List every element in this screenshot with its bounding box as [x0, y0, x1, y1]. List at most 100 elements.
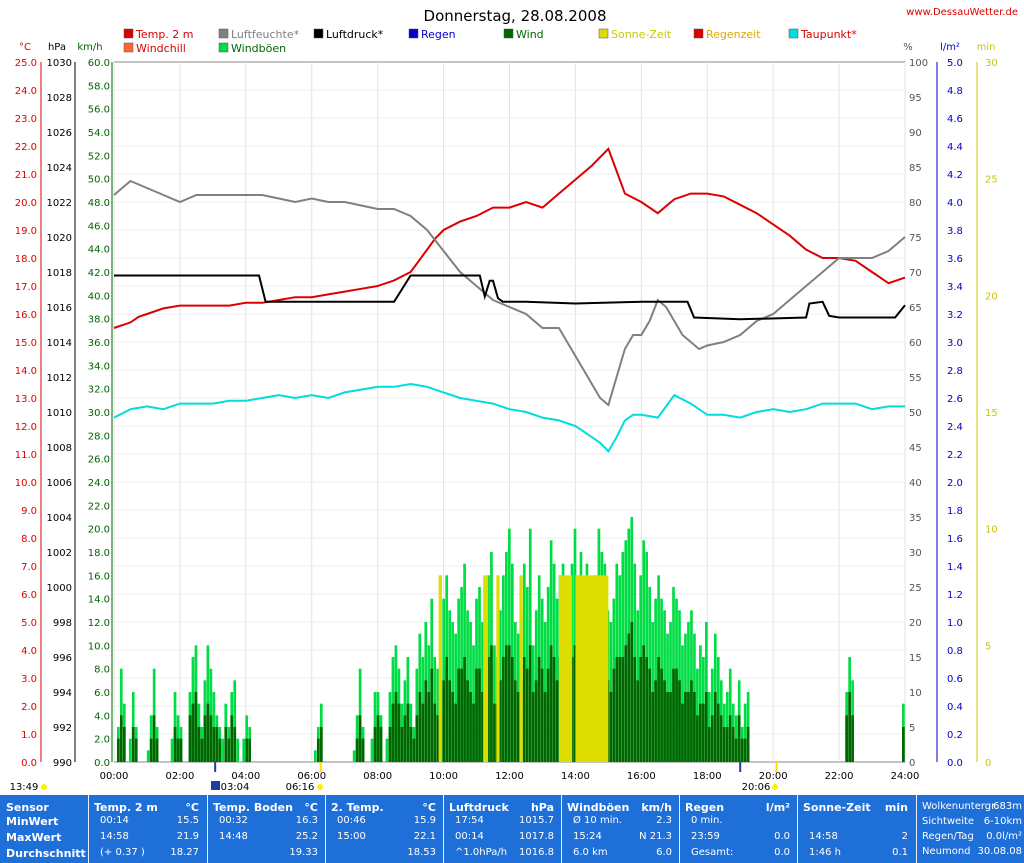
bar-wind [215, 727, 219, 762]
stats-cell-value: 18.53 [407, 847, 436, 858]
bar-wind [684, 692, 687, 762]
axis-tick-label: 1006 [47, 478, 72, 489]
pressure-line [114, 274, 906, 321]
axis-tick-label: 90 [909, 128, 922, 139]
bar-wind [230, 715, 234, 762]
bar-wind [648, 668, 651, 762]
site-link[interactable]: www.DessauWetter.de [906, 7, 1018, 18]
bar-wind [716, 703, 720, 762]
time-mark-label: 20:06 [742, 782, 771, 793]
axis-unit-label: km/h [77, 42, 102, 53]
axis-tick-label: 70 [909, 268, 922, 279]
axis-tick-label: 1028 [47, 93, 72, 104]
bar-wind [499, 680, 502, 762]
bar-wind [672, 668, 675, 762]
stats-cell-value: 15.5 [176, 815, 199, 826]
bar-wind [149, 738, 153, 762]
stats-cell-value: 25.2 [295, 831, 318, 842]
bar-wind [693, 692, 696, 762]
axis-tick-label: 46.0 [88, 221, 110, 232]
axis-unit-label: hPa [48, 42, 66, 53]
bar-wind [728, 715, 732, 762]
x-tick-label: 00:00 [100, 771, 129, 782]
stats-cell-time: 00:14 [100, 815, 129, 826]
stats-column: Windböen km/h Ø 10 min. 2.3 15:24 N 21.3 6.0 k… [561, 795, 680, 863]
axis-tick-label: 5.0 [21, 618, 37, 629]
axis-tick-label: 1016 [47, 303, 72, 314]
bar-wind [227, 738, 231, 762]
axis-tick-label: 2.0 [94, 735, 110, 746]
axis-tick-label: 95 [909, 93, 922, 104]
axis-tick-label: 1014 [47, 338, 72, 349]
axis-tick-label: 24.0 [15, 86, 37, 97]
stats-column: Temp. 2 m °C 00:14 15.5 14:58 21.9 (+ 0.37 ) 18… [88, 795, 207, 863]
legend-label: Temp. 2 m [135, 28, 194, 41]
bar-wind [179, 738, 183, 762]
bar-wind [478, 668, 481, 762]
axis-tick-label: 56.0 [88, 105, 110, 116]
axis-tick-label: 48.0 [88, 198, 110, 209]
axis-tick-label: 50 [909, 408, 922, 419]
bar-gust [472, 645, 475, 762]
bar-wind [502, 657, 505, 762]
bar-gust [743, 703, 747, 762]
bar-wind [191, 703, 195, 762]
bar-wind [388, 727, 392, 762]
axis-tick-label: 3.2 [947, 310, 963, 321]
stats-cell-time: 0 min. [691, 815, 723, 826]
axis-tick-label: 26.0 [88, 455, 110, 466]
stats-cell-value: 18.27 [170, 847, 199, 858]
bar-wind [122, 727, 126, 762]
bar-wind [403, 715, 407, 762]
bar-wind [746, 727, 750, 762]
series-lines [113, 146, 906, 453]
axis-tick-label: 85 [909, 163, 922, 174]
axis-tick-label: 7.0 [21, 562, 37, 573]
bar-wind [379, 727, 383, 762]
bar-wind [713, 692, 717, 762]
legend-swatch [218, 42, 229, 53]
axis-tick-label: 1002 [47, 548, 72, 559]
axis-tick-label: 1004 [47, 513, 72, 524]
axis-tick-label: 0.0 [947, 758, 963, 769]
bar-wind [173, 727, 177, 762]
x-tick-label: 06:00 [297, 771, 326, 782]
axis-tick-label: 4.0 [94, 711, 110, 722]
stats-cell-value: 2 [901, 831, 908, 842]
axis-tick-label: 15 [985, 408, 998, 419]
bar-wind [245, 738, 249, 762]
axis-tick-label: 994 [53, 688, 72, 699]
bar-gust [493, 645, 496, 762]
bar-wind [481, 692, 484, 762]
chart-axes: °C hPa km/h% l/m² min 0.0 1.0 2.0 3.0 4.0 5.0 6.0 7.… [15, 42, 998, 769]
stats-cell-time: 14:58 [100, 831, 129, 842]
bar-wind [200, 738, 204, 762]
axis-tick-label: 3.0 [21, 674, 37, 685]
axis-tick-label: 8.0 [94, 665, 110, 676]
stats-cell-time: 00:32 [219, 815, 248, 826]
bar-wind [537, 657, 541, 762]
bar-gust [206, 645, 210, 762]
sun-icon [41, 784, 47, 790]
axis-tick-label: 0 [909, 758, 915, 769]
axis-tick-label: 16.0 [88, 571, 110, 582]
axis-tick-label: 17.0 [15, 282, 37, 293]
axis-tick-label: 15.0 [15, 338, 37, 349]
bar-wind [361, 738, 365, 762]
bar-wind [469, 692, 472, 762]
axis-tick-label: 3.0 [947, 338, 963, 349]
axis-tick-label: 2.8 [947, 366, 963, 377]
stats-column: Luftdruck hPa 17:54 1015.7 00:14 1017.8 ^1.0hP… [443, 795, 562, 863]
axis-tick-label: 1.0 [947, 618, 963, 629]
axis-tick-label: 44.0 [88, 245, 110, 256]
bar-wind [355, 738, 359, 762]
axis-tick-label: 20.0 [88, 525, 110, 536]
bar-wind [475, 668, 478, 762]
bar-wind [731, 727, 735, 762]
bar-wind [421, 703, 425, 762]
bar-gust [245, 715, 249, 762]
bar-wind [490, 645, 493, 762]
stats-cell-value: 6.0 [656, 847, 672, 858]
time-mark-label: 03:04 [221, 782, 250, 793]
axis-tick-label: 5 [909, 723, 915, 734]
